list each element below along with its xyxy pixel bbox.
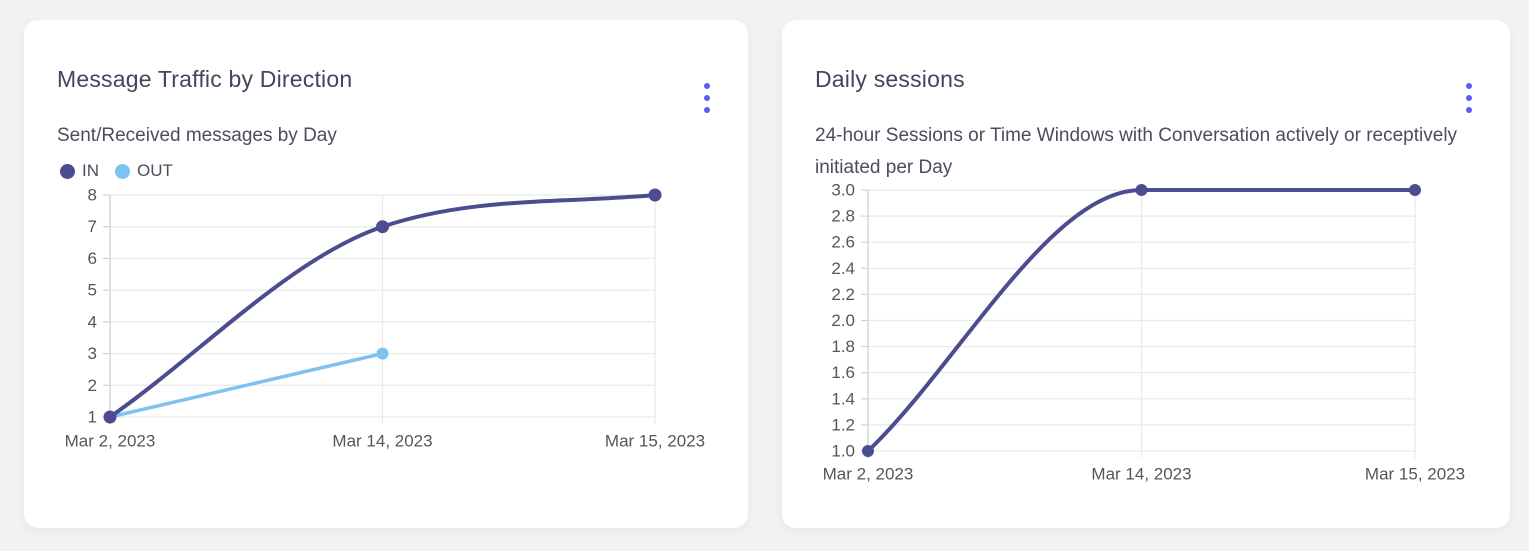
y-tick-label: 1: [88, 408, 97, 427]
data-point-daily-sessions[interactable]: [862, 445, 874, 457]
kebab-dot: [704, 83, 710, 89]
data-point-in[interactable]: [376, 220, 389, 234]
data-point-daily-sessions[interactable]: [1409, 184, 1421, 196]
data-point-in[interactable]: [648, 188, 662, 202]
kebab-dot: [704, 95, 710, 101]
card-message-traffic: Message Traffic by Direction Sent/Receiv…: [24, 20, 748, 528]
line-chart-daily-sessions[interactable]: 1.0 1.2 1.4 1.6 1.8 2.0 2.2 2.4 2.6 2.8 3.0 Mar 2, …: [782, 20, 1510, 528]
y-tick-label: 4: [88, 312, 97, 331]
y-tick-label: 8: [88, 186, 97, 205]
x-tick-label: Mar 14, 2023: [1091, 465, 1191, 484]
x-tick-label: Mar 2, 2023: [65, 432, 156, 451]
y-tick-label: 2.2: [831, 285, 855, 304]
x-tick-label: Mar 2, 2023: [823, 465, 914, 484]
legend-dot-icon: [60, 163, 75, 179]
y-tick-label: 1.4: [831, 389, 855, 408]
y-tick-label: 6: [88, 249, 97, 268]
series-line-out: [108, 351, 385, 419]
y-tick-label: 1.0: [831, 442, 855, 461]
y-tick-label: 3: [88, 344, 97, 363]
y-tick-label: 2.4: [831, 259, 855, 278]
data-point-daily-sessions[interactable]: [1135, 184, 1148, 196]
x-tick-label: Mar 14, 2023: [332, 432, 432, 451]
card-subtitle: Sent/Received messages by Day: [57, 125, 337, 146]
y-tick-label: 2.0: [831, 311, 855, 330]
card-subtitle: 24-hour Sessions or Time Windows with Co…: [815, 125, 1458, 178]
y-tick-label: 1.8: [831, 337, 855, 356]
y-tick-label: 1.6: [831, 363, 855, 382]
y-tick-label: 3.0: [831, 181, 855, 200]
card-title: Daily sessions: [815, 66, 965, 92]
y-tick-label: 2: [88, 376, 97, 395]
kebab-menu-icon[interactable]: [692, 76, 722, 120]
legend-label: IN: [82, 161, 99, 180]
kebab-dot: [1466, 83, 1472, 89]
legend-item-in[interactable]: IN: [60, 161, 99, 181]
chart-legend: IN OUT: [60, 161, 173, 181]
kebab-dot: [1466, 107, 1472, 113]
y-tick-label: 1.2: [831, 415, 855, 434]
x-tick-label: Mar 15, 2023: [1365, 465, 1465, 484]
data-point-in[interactable]: [103, 410, 117, 424]
data-point-out[interactable]: [376, 347, 389, 360]
x-tick-label: Mar 15, 2023: [605, 432, 705, 451]
legend-label: OUT: [137, 161, 173, 180]
card-daily-sessions: Daily sessions 24-hour Sessions or Time …: [782, 20, 1510, 528]
series-line-daily-sessions: [866, 187, 1417, 453]
kebab-menu-icon[interactable]: [1454, 76, 1484, 120]
legend-dot-icon: [115, 163, 130, 179]
card-title: Message Traffic by Direction: [57, 66, 353, 92]
line-chart-message-traffic[interactable]: 1 2 3 4 5 6 7 8 Mar 2, 2023 Mar 14, 2023 Mar 15, 2…: [24, 20, 748, 528]
kebab-dot: [704, 107, 710, 113]
y-tick-label: 2.8: [831, 207, 855, 226]
y-tick-label: 7: [88, 217, 97, 236]
legend-item-out[interactable]: OUT: [115, 161, 173, 181]
y-tick-label: 2.6: [831, 233, 855, 252]
y-tick-label: 5: [88, 281, 97, 300]
kebab-dot: [1466, 95, 1472, 101]
